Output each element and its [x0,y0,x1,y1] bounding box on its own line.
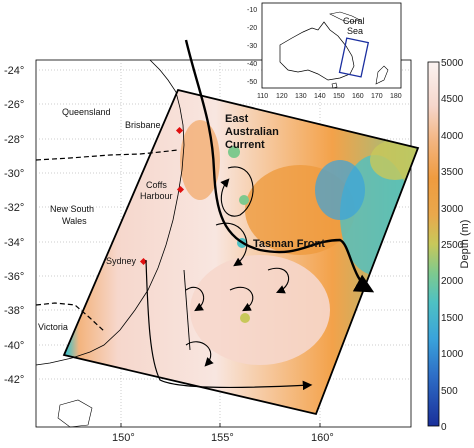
inset-x-tick-170: 170 [371,93,383,100]
cb-tick-1000: 1000 [441,349,464,360]
y-tick--34: -34° [4,237,24,249]
cb-tick-1500: 1500 [441,313,464,324]
inset-x-tick-180: 180 [390,93,402,100]
cb-tick-4000: 4000 [441,131,464,142]
label-tasman-front: Tasman Front [253,238,325,250]
y-tick--38: -38° [4,305,24,317]
cb-tick-2000: 2000 [441,276,464,287]
y-tick--24: -24° [4,65,24,77]
cb-tick-500: 500 [441,386,458,397]
inset-x-tick-110: 110 [257,93,268,100]
x-tick-160: 160° [311,432,334,444]
label-queensland: Queensland [62,107,111,117]
inset-y-tick--20: -20 [247,25,257,32]
inset-label-sea: Sea [347,26,363,36]
x-axis-ticks [120,423,321,427]
y-tick--32: -32° [4,202,24,214]
inset-y-tick--50: -50 [247,79,257,86]
cb-tick-0: 0 [441,422,447,433]
y-tick--30: -30° [4,168,24,180]
label-eac-line1: East [225,113,249,125]
inset-x-tick-120: 120 [276,93,288,100]
domain-outline [62,88,420,416]
label-eac-line3: Current [225,139,265,151]
inset-tasmania [331,82,338,89]
cb-tick-2500: 2500 [441,240,464,251]
qld-nsw-border [35,149,179,161]
label-coffs: Coffs [146,180,167,190]
inset-y-tick--40: -40 [247,61,257,68]
y-tick--36: -36° [4,271,24,283]
city-markers [139,126,185,266]
nsw-vic-border [35,302,106,333]
inset-map: Coral Sea -10 -20 -30 -40 -50 110 120 13… [247,2,402,100]
label-nsw-line1: New South [50,204,94,214]
inset-y-tick--30: -30 [247,43,257,50]
label-victoria: Victoria [38,322,68,332]
inset-label-coral: Coral [343,16,365,26]
label-brisbane: Brisbane [125,120,161,130]
inset-study-area-box [338,37,370,78]
inset-x-tick-160: 160 [352,93,364,100]
y-tick--40: -40° [4,340,24,352]
x-tick-150: 150° [112,432,135,444]
current-arrows [145,39,375,391]
inset-x-tick-130: 130 [295,93,307,100]
inset-png [329,11,361,23]
label-harbour: Harbour [140,191,173,201]
y-tick--28: -28° [4,134,24,146]
inset-australia [279,21,355,81]
y-tick--26: -26° [4,99,24,111]
x-tick-155: 155° [211,432,234,444]
label-nsw-line2: Wales [62,216,87,226]
label-eac-line2: Australian [225,126,279,138]
inset-y-tick--10: -10 [247,7,257,14]
inset-x-tick-150: 150 [333,93,345,100]
cb-tick-3500: 3500 [441,167,464,178]
australia-coastline [35,59,185,366]
tasmania-coastline [57,399,93,428]
y-tick--42: -42° [4,374,24,386]
cb-tick-3000: 3000 [441,204,464,215]
depth-colorbar [427,61,440,427]
inset-new-zealand [375,65,389,85]
cb-tick-4500: 4500 [441,94,464,105]
inset-x-tick-140: 140 [314,93,326,100]
cb-tick-5000: 5000 [441,58,464,69]
colorbar-label: Depth (m) [459,220,471,269]
label-sydney: Sydney [106,256,137,266]
